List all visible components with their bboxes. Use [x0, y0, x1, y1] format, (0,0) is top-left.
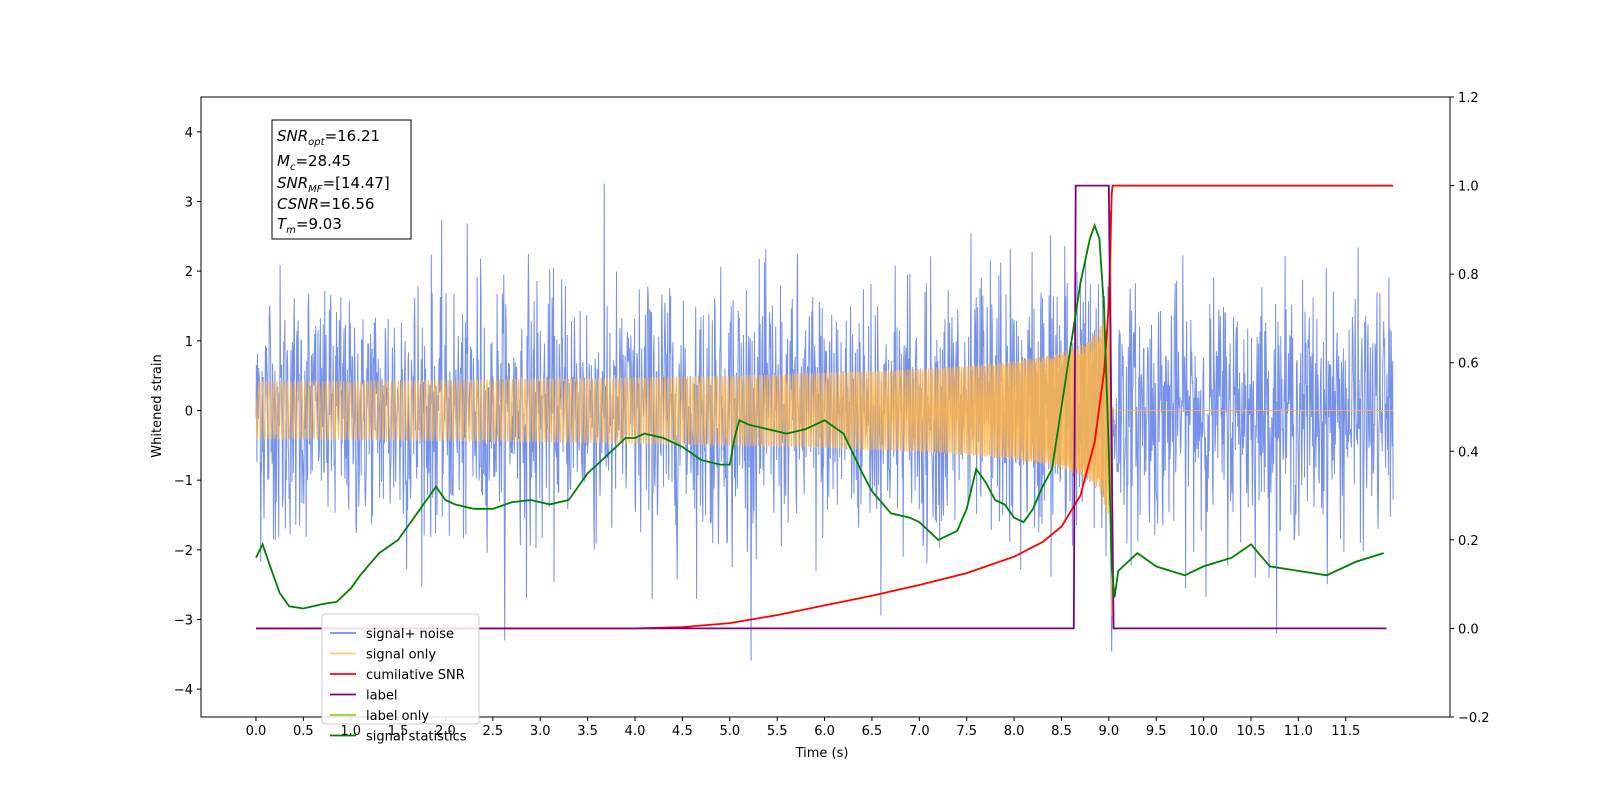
x-tick-label: 10.0	[1189, 724, 1218, 739]
x-tick-label: 7.5	[956, 724, 977, 739]
cumilative-snr-line	[256, 184, 1394, 630]
x-tick-label: 0.5	[293, 724, 314, 739]
info-csnr: CSNR=16.56	[277, 195, 374, 213]
x-axis-label: Time (s)	[795, 746, 849, 761]
info-snr-opt-sub: opt	[308, 137, 325, 148]
left-y-axis-ticks: 4 3 2 1 0 −1 −2 −3 −4	[174, 126, 201, 698]
info-mc-base: M	[277, 152, 290, 170]
y-left-tick-label: 4	[185, 126, 193, 141]
label-line	[256, 184, 1387, 630]
x-tick-label: 4.5	[672, 724, 693, 739]
info-tm-value: =9.03	[296, 215, 342, 233]
signal-statistics-line	[255, 222, 1384, 610]
y-right-tick-label: 1.0	[1458, 180, 1479, 195]
legend-label: signal only	[366, 648, 436, 663]
y-left-tick-label: 1	[185, 335, 193, 350]
info-snr-mf: SNRMF=[14.47]	[277, 174, 390, 195]
x-tick-label: 1.0	[340, 724, 361, 739]
signal-only-line	[255, 219, 1394, 617]
info-tm: Tm=9.03	[277, 215, 342, 236]
y-right-tick-label: 0.2	[1458, 534, 1479, 549]
info-mc: Mc=28.45	[277, 152, 351, 173]
x-tick-label: 2.0	[435, 724, 456, 739]
x-tick-label: 3.5	[577, 724, 598, 739]
info-snr-mf-base: SNR	[277, 174, 308, 192]
y-left-tick-label: 0	[185, 404, 193, 419]
y-right-tick-label: 1.2	[1458, 91, 1479, 106]
y-right-tick-label: 0.0	[1458, 622, 1479, 637]
x-tick-label: 5.5	[767, 724, 788, 739]
x-tick-label: 10.5	[1237, 724, 1266, 739]
x-tick-label: 0.0	[246, 724, 267, 739]
x-tick-label: 8.0	[1004, 724, 1025, 739]
x-tick-label: 7.0	[909, 724, 930, 739]
info-snr-opt-base: SNR	[277, 127, 308, 145]
y-right-tick-label: 0.8	[1458, 268, 1479, 283]
x-tick-label: 9.5	[1146, 724, 1167, 739]
info-box: SNRopt=16.21 Mc=28.45 SNRMF=[14.47] CSNR…	[271, 119, 412, 240]
info-tm-base: T	[277, 215, 288, 233]
x-tick-label: 11.5	[1331, 724, 1360, 739]
right-axis-series	[255, 184, 1394, 630]
x-tick-label: 2.5	[483, 724, 504, 739]
x-tick-label: 11.0	[1284, 724, 1313, 739]
x-tick-label: 6.0	[814, 724, 835, 739]
y-left-tick-label: −1	[174, 474, 193, 489]
legend-label: label	[366, 689, 397, 704]
plot-frame	[200, 96, 1451, 718]
legend: signal+ noise signal only cumilative SNR la…	[321, 613, 480, 745]
y-right-tick-label: −0.2	[1458, 711, 1490, 726]
legend-label: label only	[366, 709, 429, 724]
y-right-tick-label: 0.6	[1458, 357, 1479, 372]
y-left-tick-label: −4	[174, 683, 193, 698]
info-tm-sub: m	[286, 225, 296, 236]
x-tick-label: 4.0	[625, 724, 646, 739]
info-snr-opt: SNRopt=16.21	[277, 127, 380, 148]
y-left-tick-label: 3	[185, 195, 193, 210]
info-csnr-value: =16.56	[319, 195, 375, 213]
left-y-axis-label: Whitened strain	[150, 354, 165, 457]
info-mc-sub: c	[290, 162, 296, 173]
y-left-tick-label: 2	[185, 265, 193, 280]
x-tick-label: 8.5	[1051, 724, 1072, 739]
info-snr-opt-value: =16.21	[325, 127, 381, 145]
signal-only-series	[255, 219, 1394, 617]
y-left-tick-label: −3	[174, 613, 193, 628]
x-tick-label: 5.0	[719, 724, 740, 739]
legend-label: signal+ noise	[366, 627, 454, 642]
y-left-tick-label: −2	[174, 544, 193, 559]
info-snr-mf-sub: MF	[308, 184, 323, 195]
info-snr-mf-value: =[14.47]	[323, 174, 390, 192]
info-csnr-base: CSNR	[277, 195, 319, 213]
y-right-tick-label: 0.4	[1458, 445, 1479, 460]
x-tick-label: 6.5	[862, 724, 883, 739]
x-tick-label: 9.0	[1099, 724, 1120, 739]
x-tick-label: 3.0	[530, 724, 551, 739]
legend-label: signal statistics	[366, 730, 467, 745]
x-tick-label: 1.5	[388, 724, 409, 739]
right-y-axis-ticks: 1.2 1.0 0.8 0.6 0.4 0.2 0.0 −0.2	[1450, 91, 1490, 726]
legend-label: cumilative SNR	[366, 668, 465, 683]
info-mc-value: =28.45	[295, 152, 351, 170]
